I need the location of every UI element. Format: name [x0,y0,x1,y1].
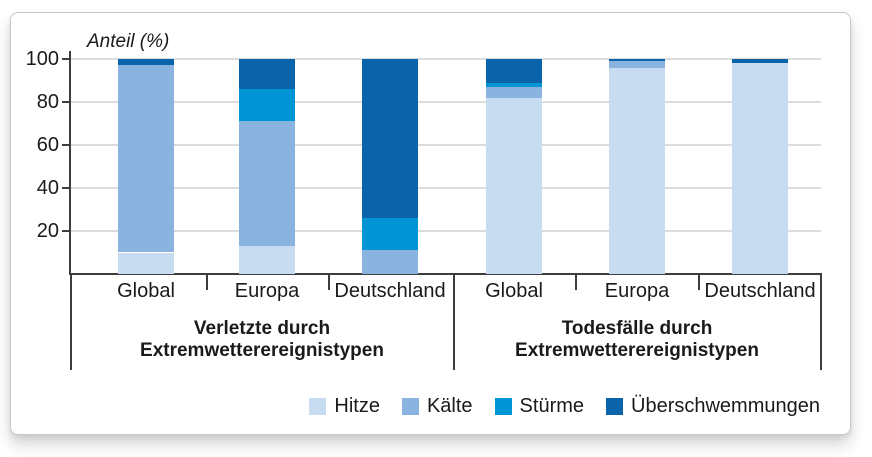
category-label-verletzte-europa: Europa [234,280,300,302]
x-axis-line [69,273,822,275]
bar-segment-kaelte [239,121,295,247]
category-divider-tick [205,273,208,290]
category-label-verletzte-deutschland: Deutschland [334,280,446,302]
group-label-verletzte-line1: Verletzte durch [193,318,331,339]
bar-segment-ueberschwemmungen [239,59,295,90]
gridline-80 [71,101,821,103]
group-bracket-line [453,273,455,370]
category-divider-tick [697,273,700,290]
y-axis-line [69,51,71,274]
bar-segment-ueberschwemmungen [118,59,174,66]
bar-segment-hitze [239,246,295,274]
legend-swatch-hitze [309,398,327,415]
bar-segment-stuerme [362,218,418,251]
group-bracket-line [820,273,822,370]
y-axis-tick-label: 100 [25,48,59,70]
bar-segment-stuerme [486,82,542,87]
bar-segment-ueberschwemmungen [362,59,418,219]
bar-segment-hitze [118,252,174,274]
bar-verletzte-global [118,59,174,274]
category-label-verletzte-global: Global [117,280,175,302]
y-axis-tick-label: 60 [36,134,59,156]
bar-segment-ueberschwemmungen [732,59,788,64]
bar-segment-kaelte [118,65,174,253]
group-label-todesfaelle-line2: Extremwetterereignistypen [515,340,759,361]
gridline-40 [71,187,821,189]
category-label-todesfaelle-deutschland: Deutschland [704,280,816,302]
bar-segment-hitze [609,67,665,274]
bar-segment-ueberschwemmungen [486,59,542,83]
gridline-60 [71,144,821,146]
gridline-20 [71,230,821,232]
y-axis-tick [62,230,71,232]
legend-label-hitze: Hitze [334,395,380,417]
bar-segment-hitze [486,97,542,274]
y-axis-tick [62,144,71,146]
y-axis-tick-label: 80 [36,91,59,113]
legend-label-kaelte: Kälte [426,395,473,417]
gridline-100 [71,58,821,60]
bar-segment-kaelte [609,61,665,68]
category-label-todesfaelle-europa: Europa [604,280,670,302]
bar-todesfaelle-deutschland [732,59,788,274]
y-axis-tick [62,58,71,60]
y-axis-tick-label: 20 [36,220,59,242]
group-label-verletzte-line2: Extremwetterereignistypen [140,340,384,361]
legend-label-ueberschwemmungen: Überschwemmungen [631,395,820,417]
legend-item-kaelte: Kälte [401,395,473,418]
bar-segment-stuerme [239,89,295,122]
category-divider-tick [574,273,577,290]
bar-verletzte-europa [239,59,295,274]
legend-item-ueberschwemmungen: Überschwemmungen [606,395,820,418]
chart-card: Anteil (%) Hitze Kälte Stürme Überschwemmun… [10,12,851,435]
legend-swatch-kaelte [401,398,419,415]
group-label-todesfaelle-line1: Todesfälle durch [561,318,713,339]
category-label-todesfaelle-global: Global [485,280,543,302]
chart-area: Anteil (%) Hitze Kälte Stürme Überschwemmun… [11,13,850,434]
bar-todesfaelle-europa [609,59,665,274]
legend-swatch-ueberschwemmungen [606,398,624,415]
legend: Hitze Kälte Stürme Überschwemmungen [11,395,820,418]
legend-label-stuerme: Stürme [519,395,585,417]
group-bracket-line [70,273,72,370]
bar-todesfaelle-global [486,59,542,274]
legend-item-stuerme: Stürme [494,395,585,418]
legend-swatch-stuerme [494,398,512,415]
bar-segment-kaelte [486,86,542,98]
legend-item-hitze: Hitze [309,395,380,418]
y-axis-tick [62,101,71,103]
bar-segment-hitze [732,63,788,274]
bar-segment-kaelte [362,250,418,274]
y-axis-tick [62,187,71,189]
bar-segment-ueberschwemmungen [609,59,665,62]
y-axis-tick-label: 40 [36,177,59,199]
category-divider-tick [327,273,330,290]
y-axis-title: Anteil (%) [87,31,170,52]
bar-verletzte-deutschland [362,59,418,274]
